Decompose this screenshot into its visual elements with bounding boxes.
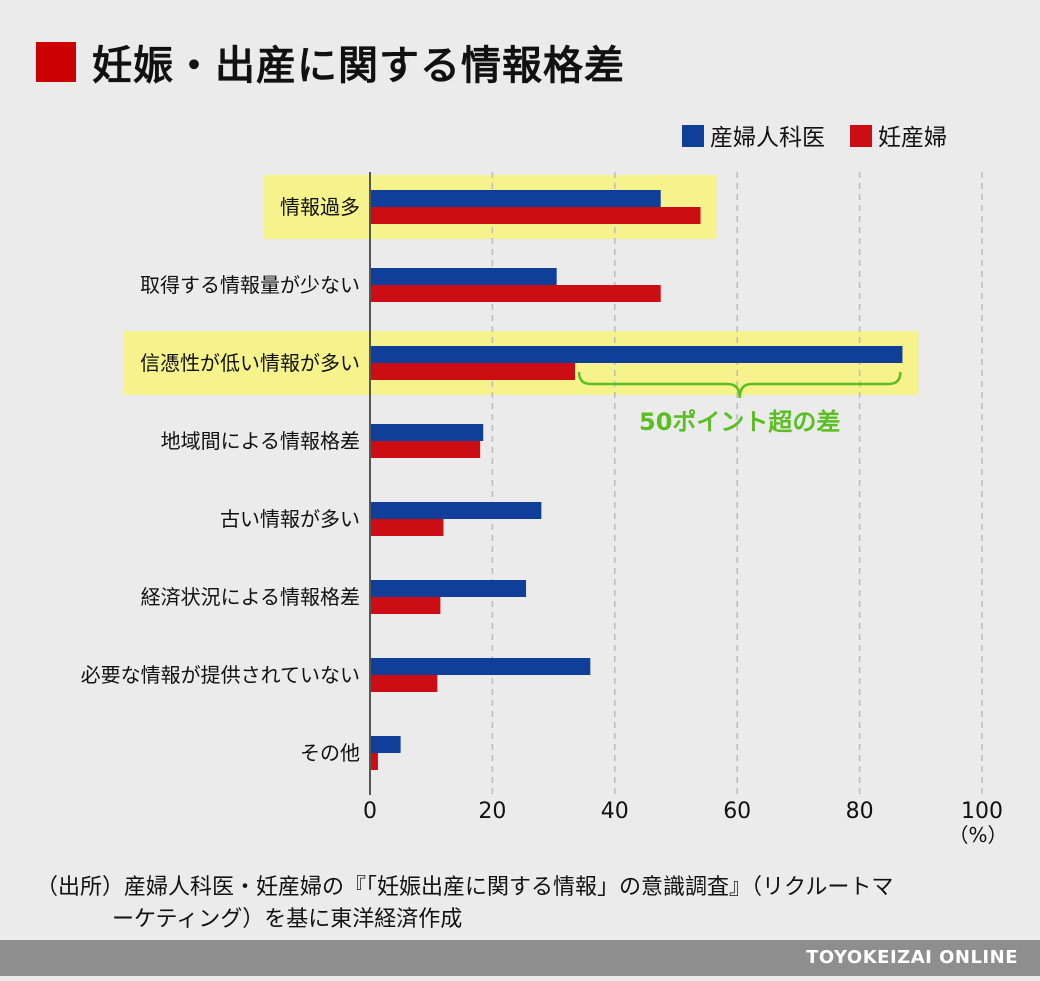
category-label: 情報過多: [280, 195, 360, 219]
bar-pregnant-6: [370, 675, 438, 692]
legend-swatch-1: [850, 125, 872, 147]
title-row: 妊娠・出産に関する情報格差: [36, 32, 625, 92]
bar-chart: 情報過多取得する情報量が少ない信憑性が低い情報が多い地域間による情報格差古い情報…: [81, 125, 1008, 847]
x-tick-label: 60: [723, 799, 751, 824]
source-line-1: （出所）産婦人科医・妊産婦の『「妊娠出産に関する情報」の意識調査』（リクルートマ: [36, 875, 894, 900]
x-tick-label: 80: [846, 799, 874, 824]
category-label: 古い情報が多い: [220, 507, 360, 531]
legend-label-1: 妊産婦: [878, 125, 947, 151]
x-tick-label: 40: [601, 799, 629, 824]
bar-doctor-6: [370, 658, 591, 675]
bar-doctor-4: [370, 502, 542, 519]
category-label: 地域間による情報格差: [161, 429, 360, 453]
bar-pregnant-4: [370, 519, 444, 536]
annotation-text: 50ポイント超の差: [639, 408, 840, 436]
bar-pregnant-1: [370, 285, 661, 302]
bar-doctor-3: [370, 424, 484, 441]
category-label: 経済状況による情報格差: [141, 585, 360, 609]
bar-pregnant-3: [370, 441, 481, 458]
bar-pregnant-2: [370, 363, 576, 380]
source-line-2: ーケティング）を基に東洋経済作成: [112, 907, 463, 932]
annotation-brace: [577, 371, 902, 399]
bar-doctor-5: [370, 580, 527, 597]
bar-pregnant-0: [370, 207, 701, 224]
footer-brand: TOYOKEIZAI ONLINE: [806, 947, 1018, 968]
legend-label-0: 産婦人科医: [710, 125, 825, 151]
bar-doctor-0: [370, 190, 661, 207]
category-label: その他: [300, 741, 360, 765]
title-square-icon: [36, 42, 76, 82]
x-tick-label: 20: [478, 799, 506, 824]
bar-pregnant-7: [370, 753, 378, 770]
x-tick-label: 0: [363, 799, 377, 824]
bar-pregnant-5: [370, 597, 441, 614]
bar-doctor-1: [370, 268, 557, 285]
category-label: 取得する情報量が少ない: [140, 273, 360, 297]
x-unit-label: （%）: [948, 823, 1007, 847]
x-tick-label: 100: [961, 799, 1003, 824]
category-label: 信憑性が低い情報が多い: [140, 351, 360, 375]
bar-doctor-7: [370, 736, 401, 753]
source-note: （出所）産婦人科医・妊産婦の『「妊娠出産に関する情報」の意識調査』（リクルートマ…: [36, 872, 893, 936]
chart-title: 妊娠・出産に関する情報格差: [92, 43, 625, 89]
category-label: 必要な情報が提供されていない: [81, 663, 360, 687]
footer-bar: TOYOKEIZAI ONLINE: [0, 940, 1040, 976]
legend-swatch-0: [682, 125, 704, 147]
bar-doctor-2: [370, 346, 903, 363]
